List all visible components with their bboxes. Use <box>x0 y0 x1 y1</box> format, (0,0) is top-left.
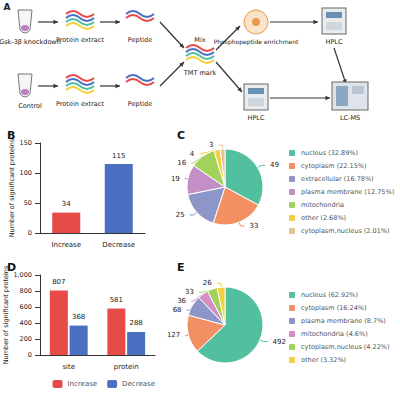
svg-text:25: 25 <box>176 211 185 219</box>
svg-text:807: 807 <box>52 278 65 286</box>
svg-text:HPLC: HPLC <box>248 114 265 122</box>
svg-text:Control: Control <box>18 102 42 110</box>
svg-text:Protein extract: Protein extract <box>56 100 104 108</box>
svg-text:Decrease: Decrease <box>102 241 135 249</box>
svg-text:D: D <box>7 261 16 274</box>
svg-text:Peptide: Peptide <box>128 100 152 108</box>
svg-text:400: 400 <box>20 319 32 327</box>
svg-text:C: C <box>177 129 185 142</box>
svg-text:288: 288 <box>129 319 142 327</box>
svg-text:0: 0 <box>28 351 32 359</box>
svg-text:492: 492 <box>273 338 286 346</box>
svg-text:plasma membrane (8.7%): plasma membrane (8.7%) <box>301 317 386 325</box>
svg-text:49: 49 <box>270 161 279 169</box>
svg-text:Protein extract: Protein extract <box>56 36 104 44</box>
svg-text:Number of significant proteins: Number of significant proteins <box>2 265 10 364</box>
svg-text:3: 3 <box>209 141 213 149</box>
svg-text:Increase: Increase <box>68 380 98 388</box>
svg-text:site: site <box>62 363 75 371</box>
svg-text:cytoplasm (16.24%): cytoplasm (16.24%) <box>301 304 367 312</box>
svg-text:Mix: Mix <box>194 36 205 44</box>
svg-text:33: 33 <box>250 222 259 230</box>
svg-text:cytoplasm,nucleus (4.22%): cytoplasm,nucleus (4.22%) <box>301 343 390 351</box>
svg-text:19: 19 <box>171 175 180 183</box>
svg-text:127: 127 <box>167 331 180 339</box>
svg-text:LC-MS: LC-MS <box>340 114 360 122</box>
svg-text:33: 33 <box>185 288 194 296</box>
svg-text:800: 800 <box>20 287 32 295</box>
svg-text:nucleus (32.89%): nucleus (32.89%) <box>301 149 358 157</box>
svg-text:cytoplasm,nucleus (2.01%): cytoplasm,nucleus (2.01%) <box>301 227 390 235</box>
svg-text:68: 68 <box>173 306 182 314</box>
svg-text:1,000: 1,000 <box>13 271 32 279</box>
svg-text:26: 26 <box>203 279 212 287</box>
svg-text:nucleus (62.92%): nucleus (62.92%) <box>301 291 358 299</box>
svg-text:TMT mark: TMT mark <box>183 69 217 77</box>
svg-text:Increase: Increase <box>51 241 81 249</box>
svg-text:16: 16 <box>177 159 186 167</box>
svg-text:E: E <box>177 261 185 274</box>
svg-text:34: 34 <box>62 200 71 208</box>
svg-text:Gsk-3β knockdown: Gsk-3β knockdown <box>0 38 61 46</box>
svg-text:50: 50 <box>24 199 32 207</box>
svg-text:other (2.68%): other (2.68%) <box>301 214 346 222</box>
svg-text:protein: protein <box>114 363 139 371</box>
svg-text:other (3.32%): other (3.32%) <box>301 356 346 364</box>
svg-text:200: 200 <box>20 335 32 343</box>
svg-text:36: 36 <box>177 297 186 305</box>
svg-text:100: 100 <box>20 169 32 177</box>
svg-text:extracellular (16.78%): extracellular (16.78%) <box>301 175 374 183</box>
svg-text:581: 581 <box>110 296 123 304</box>
svg-text:4: 4 <box>190 150 195 158</box>
svg-text:A: A <box>4 2 11 12</box>
svg-text:Decrease: Decrease <box>122 380 155 388</box>
svg-text:mitochondria (4.6%): mitochondria (4.6%) <box>301 330 368 338</box>
svg-text:Phosphopeptide enrichment: Phosphopeptide enrichment <box>214 38 299 46</box>
svg-text:plasma membrane (12.75%): plasma membrane (12.75%) <box>301 188 394 196</box>
svg-text:B: B <box>7 129 15 142</box>
svg-text:Number of significant proteins: Number of significant proteins <box>8 138 16 237</box>
svg-text:Peptide: Peptide <box>128 36 152 44</box>
svg-text:mitochondria: mitochondria <box>301 201 344 209</box>
svg-text:HPLC: HPLC <box>326 38 343 46</box>
svg-text:150: 150 <box>20 139 32 147</box>
svg-text:600: 600 <box>20 303 32 311</box>
svg-text:0: 0 <box>28 229 32 237</box>
svg-text:cytoplasm (22.15%): cytoplasm (22.15%) <box>301 162 367 170</box>
svg-text:368: 368 <box>72 313 85 321</box>
svg-text:115: 115 <box>112 152 125 160</box>
